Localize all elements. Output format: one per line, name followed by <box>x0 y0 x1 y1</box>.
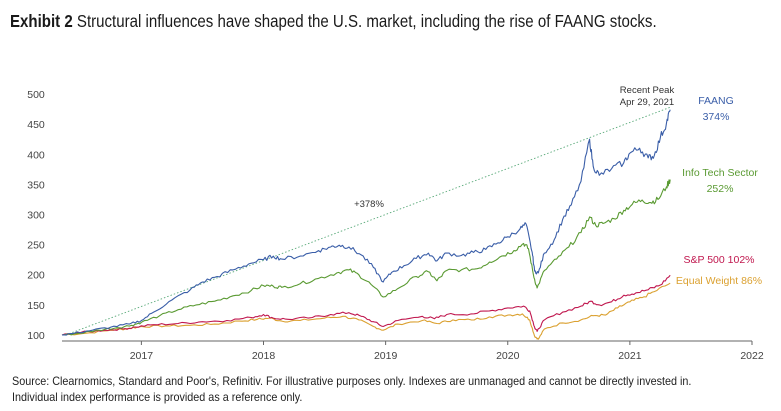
series-line-faang <box>61 109 671 336</box>
y-tick-label: 300 <box>27 210 45 222</box>
exhibit-number: Exhibit 2 <box>10 11 73 31</box>
series-label: FAANG <box>698 95 734 107</box>
x-tick-label: 2020 <box>496 350 520 362</box>
series-line-info-tech-sector <box>61 179 671 336</box>
peak-annotation-line1: Recent Peak <box>620 85 675 96</box>
series-label: Equal Weight 86% <box>676 275 762 287</box>
source-note: Source: Clearnomics, Standard and Poor's… <box>12 373 691 405</box>
y-tick-label: 150 <box>27 300 45 312</box>
series-label: S&P 500 102% <box>683 254 754 266</box>
series-label: Info Tech Sector <box>682 167 758 179</box>
x-tick-label: 2022 <box>740 350 764 362</box>
y-tick-label: 100 <box>27 330 45 342</box>
exhibit-caption: Structural influences have shaped the U.… <box>76 11 657 31</box>
line-chart: 100 150 200 250 300 350 400 450 500 2017 2018 2019… <box>27 85 764 362</box>
y-tick-label: 450 <box>27 119 45 131</box>
exhibit-title: Exhibit 2 Structural influences have sha… <box>10 11 657 32</box>
source-note-line1: Source: Clearnomics, Standard and Poor's… <box>12 374 692 388</box>
y-tick-label: 400 <box>27 149 45 161</box>
source-note-line2: Individual index performance is provided… <box>12 390 303 404</box>
series-value-label: 252% <box>707 183 734 195</box>
x-tick-label: 2021 <box>618 350 642 362</box>
trend-annotation: +378% <box>354 199 384 210</box>
y-tick-label: 350 <box>27 179 45 191</box>
y-tick-label: 250 <box>27 240 45 252</box>
series-value-label: 374% <box>703 111 730 123</box>
x-tick-label: 2019 <box>374 350 398 362</box>
y-tick-label: 500 <box>27 89 45 101</box>
x-tick-label: 2018 <box>252 350 276 362</box>
y-tick-label: 200 <box>27 270 45 282</box>
peak-annotation-line2: Apr 29, 2021 <box>620 97 674 108</box>
series-line-s-p-500 <box>61 274 671 336</box>
series-line-equal-weight <box>61 282 671 340</box>
trendline <box>65 106 671 336</box>
x-tick-label: 2017 <box>130 350 154 362</box>
